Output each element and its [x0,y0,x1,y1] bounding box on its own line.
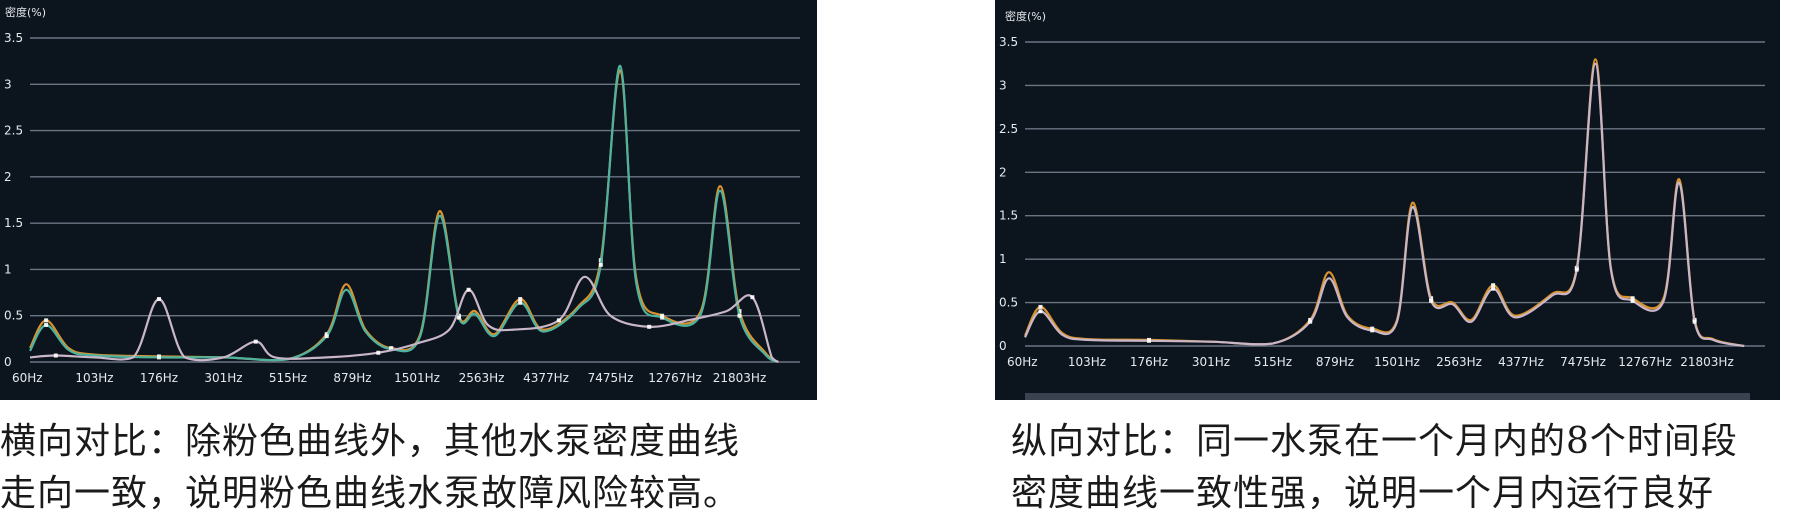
y-tick-label: 1 [999,252,1007,266]
x-tick-label: 879Hz [1316,355,1354,369]
y-tick-label: 0 [4,355,12,369]
x-tick-label: 60Hz [1007,355,1038,369]
data-point [44,322,49,327]
data-point [1630,296,1635,301]
data-point [737,313,742,318]
data-point [1692,319,1697,324]
x-tick-label: 176Hz [140,371,178,385]
x-tick-label: 515Hz [1254,355,1292,369]
x-tick-label: 60Hz [12,371,43,385]
x-tick-label: 4377Hz [1498,355,1544,369]
data-point [518,300,523,305]
x-tick-label: 12767Hz [648,371,702,385]
data-point [1574,267,1579,272]
y-tick-label: 2 [999,165,1007,179]
right-caption-line-1: 纵向对比：同一水泵在一个月内的8个时间段 [1011,421,1738,462]
x-tick-label: 7475Hz [1560,355,1606,369]
data-point [253,339,258,344]
x-tick-label: 515Hz [269,371,307,385]
data-point [556,318,561,323]
data-point [466,287,471,292]
data-point [376,350,381,355]
data-point [660,315,665,320]
right-caption-line-2: 密度曲线一致性强，说明一个月内运行良好 [1011,473,1715,514]
data-point [1630,298,1635,303]
left-caption-line-1: 横向对比：除粉色曲线外，其他水泵密度曲线 [0,421,741,462]
right-panel: 密度(%) 0 0.5 1 1.5 2 2.5 3 3.5 60Hz 103Hz 176Hz 301Hz… [995,0,1780,520]
y-tick-label: 0 [999,339,1007,353]
x-tick-label: 21803Hz [1680,355,1734,369]
data-point [157,297,161,302]
data-point [1038,304,1043,309]
data-point [647,324,652,329]
data-point [1038,309,1043,314]
left-chart: 密度(%) 0 0.5 1 1.5 2 2.5 3 3.5 60Hz 103Hz 176Hz 301Hz… [0,0,817,400]
data-point [1491,283,1496,288]
data-point [44,318,49,323]
y-tick-label: 3.5 [999,35,1018,49]
data-point [1491,286,1496,291]
x-tick-label: 12767Hz [1618,355,1672,369]
x-tick-label: 4377Hz [523,371,569,385]
x-tick-label: 2563Hz [459,371,505,385]
y-tick-label: 2.5 [4,124,23,138]
y-tick-label: 1.5 [999,209,1018,223]
data-point [1147,338,1151,343]
series-line [1024,62,1745,348]
x-tick-label: 879Hz [333,371,371,385]
x-tick-label: 176Hz [1130,355,1168,369]
right-caption: 纵向对比：同一水泵在一个月内的8个时间段 密度曲线一致性强，说明一个月内运行良好 [1011,416,1780,520]
left-caption-line-2: 走向一致，说明粉色曲线水泵故障风险较高。 [0,473,741,514]
x-tick-label: 1501Hz [394,371,440,385]
y-tick-label: 3 [4,77,12,91]
y-tick-label: 0.5 [999,296,1018,310]
x-tick-label: 301Hz [1192,355,1230,369]
y-tick-label: 1.5 [4,216,23,230]
data-point [1308,319,1313,324]
y-tick-label: 2.5 [999,122,1018,136]
data-point [389,347,394,352]
data-point [1429,298,1434,303]
data-point [518,297,523,302]
left-caption: 横向对比：除粉色曲线外，其他水泵密度曲线 走向一致，说明粉色曲线水泵故障风险较高… [0,416,820,520]
x-tick-label: 103Hz [1068,355,1106,369]
data-point [324,334,329,339]
y-tick-label: 3.5 [4,31,23,45]
right-chart: 密度(%) 0 0.5 1 1.5 2 2.5 3 3.5 60Hz 103Hz 176Hz 301Hz… [995,0,1780,400]
data-point [456,315,461,320]
y-axis-label: 密度(%) [1005,9,1046,23]
y-tick-label: 2 [4,170,12,184]
series-line [29,69,779,363]
data-point [598,262,603,267]
data-point [157,355,161,360]
y-axis-label: 密度(%) [5,5,46,19]
data-point [53,353,58,358]
data-point [750,295,755,300]
x-tick-label: 103Hz [75,371,113,385]
y-tick-label: 1 [4,262,12,276]
y-tick-label: 3 [999,78,1007,92]
x-tick-label: 1501Hz [1374,355,1420,369]
x-tick-label: 2563Hz [1436,355,1482,369]
x-tick-label: 7475Hz [588,371,634,385]
data-point [1370,328,1375,333]
y-tick-label: 0.5 [4,309,23,323]
left-chart-svg: 密度(%) 0 0.5 1 1.5 2 2.5 3 3.5 60Hz 103Hz 176Hz 301Hz… [4,5,800,385]
x-tick-label: 301Hz [204,371,242,385]
x-tick-label: 21803Hz [713,371,767,385]
horizontal-scrollbar[interactable] [1025,393,1750,400]
left-panel: 密度(%) 0 0.5 1 1.5 2 2.5 3 3.5 60Hz 103Hz 176Hz 301Hz… [0,0,820,520]
right-chart-svg: 密度(%) 0 0.5 1 1.5 2 2.5 3 3.5 60Hz 103Hz 176Hz 301Hz… [999,9,1765,369]
